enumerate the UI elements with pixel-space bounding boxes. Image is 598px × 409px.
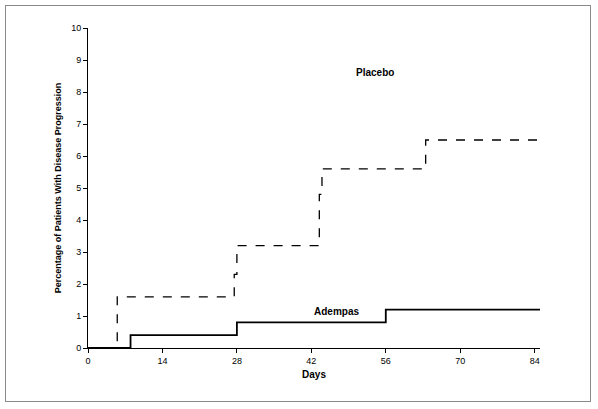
svg-text:6: 6 xyxy=(76,151,81,161)
svg-text:Adempas: Adempas xyxy=(314,306,359,317)
svg-text:28: 28 xyxy=(232,356,242,366)
svg-text:5: 5 xyxy=(76,183,81,193)
svg-text:56: 56 xyxy=(381,356,391,366)
svg-text:0: 0 xyxy=(76,343,81,353)
svg-text:9: 9 xyxy=(76,55,81,65)
svg-text:Placebo: Placebo xyxy=(356,67,394,78)
svg-text:14: 14 xyxy=(157,356,167,366)
svg-text:0: 0 xyxy=(85,356,90,366)
svg-text:42: 42 xyxy=(306,356,316,366)
svg-text:2: 2 xyxy=(76,279,81,289)
svg-text:4: 4 xyxy=(76,215,81,225)
svg-text:3: 3 xyxy=(76,247,81,257)
svg-text:8: 8 xyxy=(76,87,81,97)
svg-text:70: 70 xyxy=(455,356,465,366)
svg-text:10: 10 xyxy=(71,23,81,33)
svg-text:1: 1 xyxy=(76,311,81,321)
svg-text:Percentage of Patients With Di: Percentage of Patients With Disease Prog… xyxy=(53,83,63,294)
svg-text:7: 7 xyxy=(76,119,81,129)
svg-text:84: 84 xyxy=(530,356,540,366)
svg-text:Days: Days xyxy=(302,369,326,380)
